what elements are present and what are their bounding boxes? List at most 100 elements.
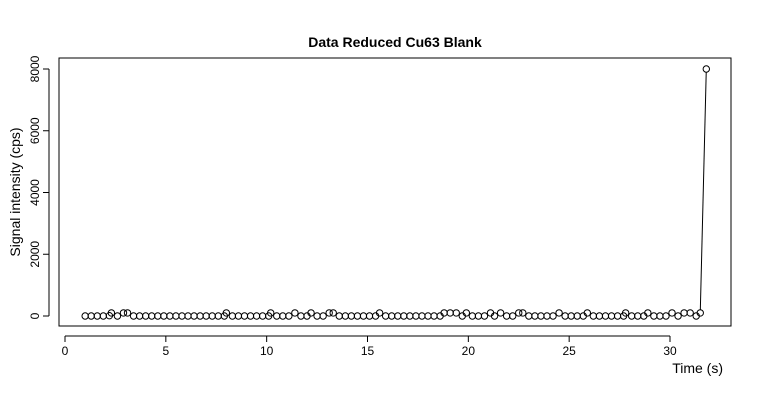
data-point [325,309,333,317]
x-tick-label: 20 [462,344,476,358]
data-point [375,309,384,317]
data-point [446,309,454,317]
data-point [258,312,267,320]
data-point [525,312,533,320]
data-point [285,312,293,320]
data-point [214,312,222,320]
data-point [531,312,539,320]
data-point [555,309,563,317]
y-tick-label: 4000 [28,179,42,206]
data-point [573,312,581,320]
data-point [567,312,575,320]
x-axis-label: Time (s) [672,360,723,376]
data-point [430,312,438,320]
x-axis: 0 5 10 15 20 25 30 [62,335,677,358]
data-point [196,312,204,320]
data-point [172,312,180,320]
data-point [662,312,670,320]
data-point [353,312,362,320]
data-point [252,312,261,320]
data-point [549,312,557,320]
data-point [452,309,460,317]
x-tick-label: 30 [663,344,677,358]
data-point [228,312,237,320]
y-tick-label: 2000 [28,241,42,268]
data-point [178,312,186,320]
data-point [519,309,527,317]
x-tick-label: 15 [361,344,375,358]
data-point [154,312,162,320]
data-point [418,312,426,320]
y-axis: 0 2000 4000 6000 8000 [28,55,50,319]
data-point [496,309,505,317]
data-point [190,312,198,320]
data-point [634,312,642,320]
y-axis-label: Signal intensity (cps) [7,127,23,256]
data-point [644,309,652,317]
data-point [148,312,156,320]
data-point [601,312,610,320]
data-point [135,312,144,320]
y-tick-label: 0 [28,312,42,319]
data-point [613,312,622,320]
data-point [365,312,374,320]
data-point [537,312,545,320]
x-tick-label: 5 [162,344,169,358]
data-point [267,309,275,317]
data-point [424,312,432,320]
data-point [313,312,321,320]
data-point [279,312,287,320]
data-point [468,312,477,320]
y-tick-label: 8000 [28,55,42,82]
data-point [607,312,616,320]
x-tick-label: 0 [62,344,69,358]
y-tick-label: 6000 [28,117,42,144]
data-point [381,312,390,320]
data-point [329,309,337,317]
data-point [273,312,281,320]
data-point [99,312,108,320]
data-point [93,312,101,320]
data-point [388,312,396,320]
data-point [515,309,523,317]
data-point [222,309,231,317]
data-point [394,312,402,320]
data-point [462,309,471,317]
data-point [208,312,216,320]
data-point [490,312,499,320]
data-point [123,309,132,317]
plot-frame [58,57,732,327]
data-point [347,312,356,320]
data-point [650,312,658,320]
series-segment [699,72,707,310]
data-point [589,312,598,320]
data-point [307,309,315,317]
data-point [129,312,138,320]
data-point [509,312,517,320]
data-point [502,312,511,320]
data-point [246,312,255,320]
data-point [341,312,350,320]
data-point [184,312,192,320]
data-point [81,312,89,320]
data-point [113,312,122,320]
data-point [234,312,243,320]
data-point [107,309,116,317]
data-point [621,309,630,317]
data-point [656,312,664,320]
data-point [561,312,569,320]
data-point [400,312,408,320]
data-point [412,312,420,320]
data-point [297,312,305,320]
data-point [474,312,483,320]
data-point [240,312,249,320]
data-point [480,312,489,320]
data-point [319,312,327,320]
data-point [335,312,343,320]
data-point [696,309,704,317]
data-point [702,65,710,73]
data-point [291,309,299,317]
data-point [160,312,168,320]
data-point [674,312,682,320]
